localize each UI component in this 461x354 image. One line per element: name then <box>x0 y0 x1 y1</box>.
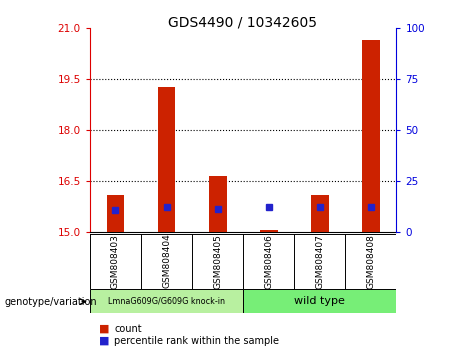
Text: ■: ■ <box>99 324 110 333</box>
Text: GDS4490 / 10342605: GDS4490 / 10342605 <box>168 16 318 30</box>
Bar <box>158 87 176 232</box>
Text: LmnaG609G/G609G knock-in: LmnaG609G/G609G knock-in <box>108 296 225 306</box>
Text: GSM808406: GSM808406 <box>264 234 273 289</box>
Text: wild type: wild type <box>295 296 345 306</box>
Bar <box>90 289 243 313</box>
Bar <box>260 230 278 232</box>
Text: GSM808407: GSM808407 <box>315 234 325 289</box>
Text: GSM808405: GSM808405 <box>213 234 222 289</box>
Bar <box>311 195 329 232</box>
Text: genotype/variation: genotype/variation <box>5 297 97 307</box>
Bar <box>243 289 396 313</box>
Text: ■: ■ <box>99 336 110 346</box>
Text: count: count <box>114 324 142 333</box>
Bar <box>362 40 380 232</box>
Text: GSM808403: GSM808403 <box>111 234 120 289</box>
Text: GSM808408: GSM808408 <box>366 234 375 289</box>
Text: percentile rank within the sample: percentile rank within the sample <box>114 336 279 346</box>
Bar <box>209 176 226 232</box>
Text: GSM808404: GSM808404 <box>162 234 171 289</box>
Bar <box>106 195 124 232</box>
